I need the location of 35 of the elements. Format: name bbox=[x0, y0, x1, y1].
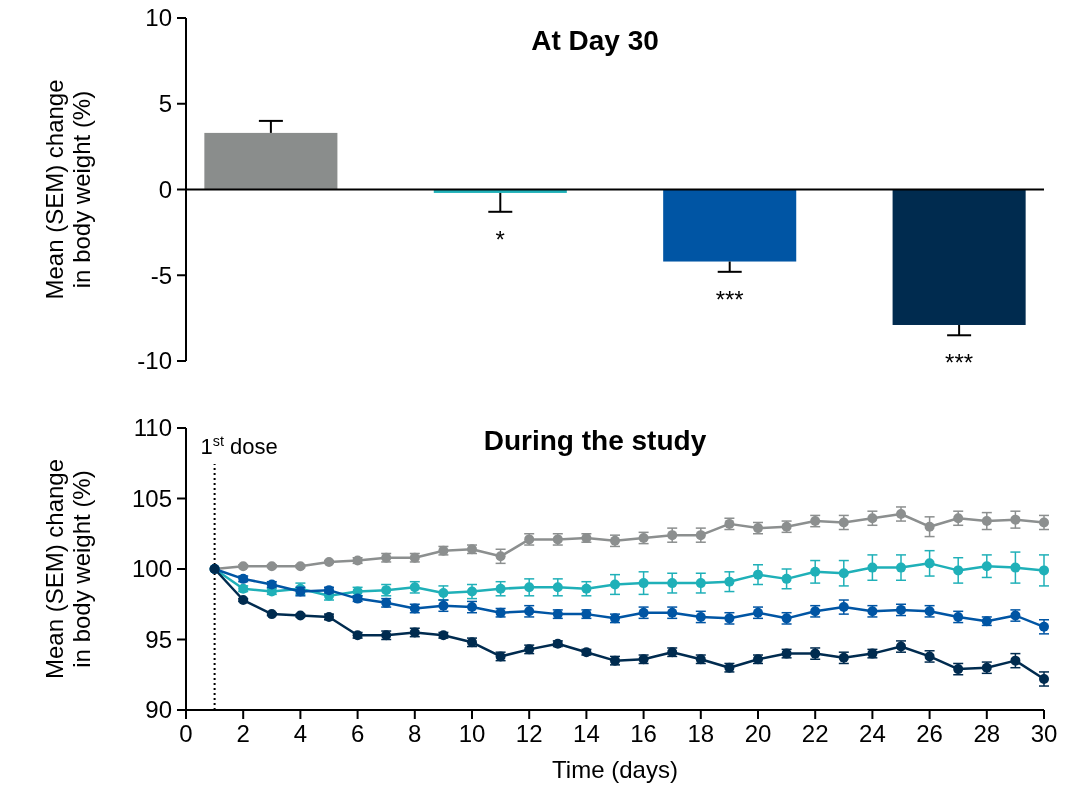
annotation: *** bbox=[945, 349, 974, 377]
x-axis-title: Time (days) bbox=[552, 756, 678, 783]
x-tick-label: 6 bbox=[350, 720, 365, 747]
y-tick-label: 0 bbox=[158, 175, 172, 203]
y-tick-label: 90 bbox=[145, 696, 172, 724]
x-tick-label: 30 bbox=[1030, 720, 1058, 747]
x-tick-label: 10 bbox=[458, 720, 486, 747]
x-tick-label: 4 bbox=[293, 720, 308, 747]
x-tick-label: 28 bbox=[973, 720, 1001, 747]
x-tick-label: 14 bbox=[573, 720, 600, 747]
chart-title: At Day 30 bbox=[531, 25, 659, 56]
ref-line-label: 1$^{st}$ dose bbox=[200, 433, 278, 459]
x-tick-label: 8 bbox=[408, 720, 422, 747]
annotation: *** bbox=[715, 285, 744, 313]
annotation: * bbox=[495, 225, 505, 253]
y-tick-label: 110 bbox=[133, 414, 172, 442]
y-tick-label: 100 bbox=[131, 555, 172, 583]
y-tick-label: 95 bbox=[145, 625, 172, 653]
chart-title: During the study bbox=[483, 425, 707, 456]
y-axis-title: Mean (SEM) change in body weight (%) bbox=[41, 458, 95, 680]
x-tick-label: 12 bbox=[515, 720, 543, 747]
x-tick-label: 18 bbox=[687, 720, 715, 747]
y-tick-label: 105 bbox=[131, 484, 172, 512]
x-tick-label: 26 bbox=[916, 720, 943, 747]
y-tick-label: -10 bbox=[137, 347, 172, 375]
x-tick-label: 2 bbox=[236, 720, 250, 747]
y-axis-title: Mean (SEM) change in body weight (%) bbox=[41, 79, 95, 300]
x-tick-label: 16 bbox=[630, 720, 657, 747]
x-tick-label: 0 bbox=[179, 720, 193, 747]
x-tick-label: 24 bbox=[859, 720, 886, 747]
x-tick-label: 22 bbox=[801, 720, 829, 747]
x-tick-label: 20 bbox=[744, 720, 772, 747]
y-tick-label: 10 bbox=[145, 4, 172, 32]
y-tick-label: 5 bbox=[158, 90, 172, 118]
y-tick-label: -5 bbox=[150, 261, 172, 289]
